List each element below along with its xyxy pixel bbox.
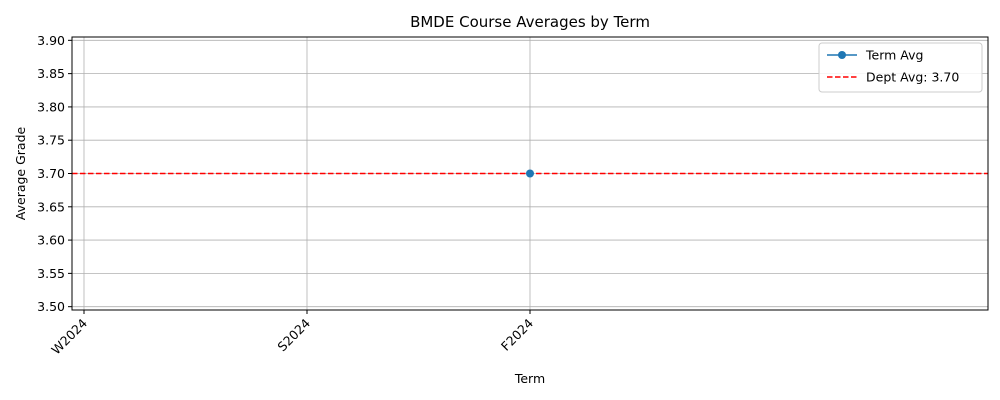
x-tick-label: F2024 — [498, 315, 536, 353]
y-tick-label: 3.60 — [37, 233, 65, 248]
x-tick-label: W2024 — [48, 315, 90, 357]
y-tick-label: 3.75 — [37, 133, 65, 148]
legend-box — [818, 42, 983, 93]
chart-title: BMDE Course Averages by Term — [410, 13, 650, 31]
y-tick-label: 3.55 — [37, 266, 65, 281]
x-axis-ticks: W2024 S2024 F2024 — [48, 310, 536, 357]
legend-dept-avg-label: Dept Avg: 3.70 — [866, 70, 959, 85]
y-axis-ticks: 3.50 3.55 3.60 3.65 3.70 3.75 3.80 3.85 3.90 — [37, 33, 72, 314]
y-tick-label: 3.80 — [37, 99, 65, 114]
term-avg-data-point — [526, 169, 534, 178]
y-tick-label: 3.50 — [37, 299, 65, 314]
y-axis-label: Average Grade — [13, 126, 28, 220]
x-axis-label: Term — [514, 371, 545, 386]
y-tick-label: 3.90 — [37, 33, 65, 48]
legend: Term Avg Dept Avg: 3.70 — [818, 42, 983, 93]
series-layer — [526, 169, 534, 178]
legend-term-avg-label: Term Avg — [865, 48, 923, 63]
x-tick-label: S2024 — [274, 315, 313, 354]
y-tick-label: 3.70 — [37, 166, 65, 181]
y-tick-label: 3.85 — [37, 66, 65, 81]
y-tick-label: 3.65 — [37, 199, 65, 214]
legend-term-avg-marker — [838, 51, 846, 59]
